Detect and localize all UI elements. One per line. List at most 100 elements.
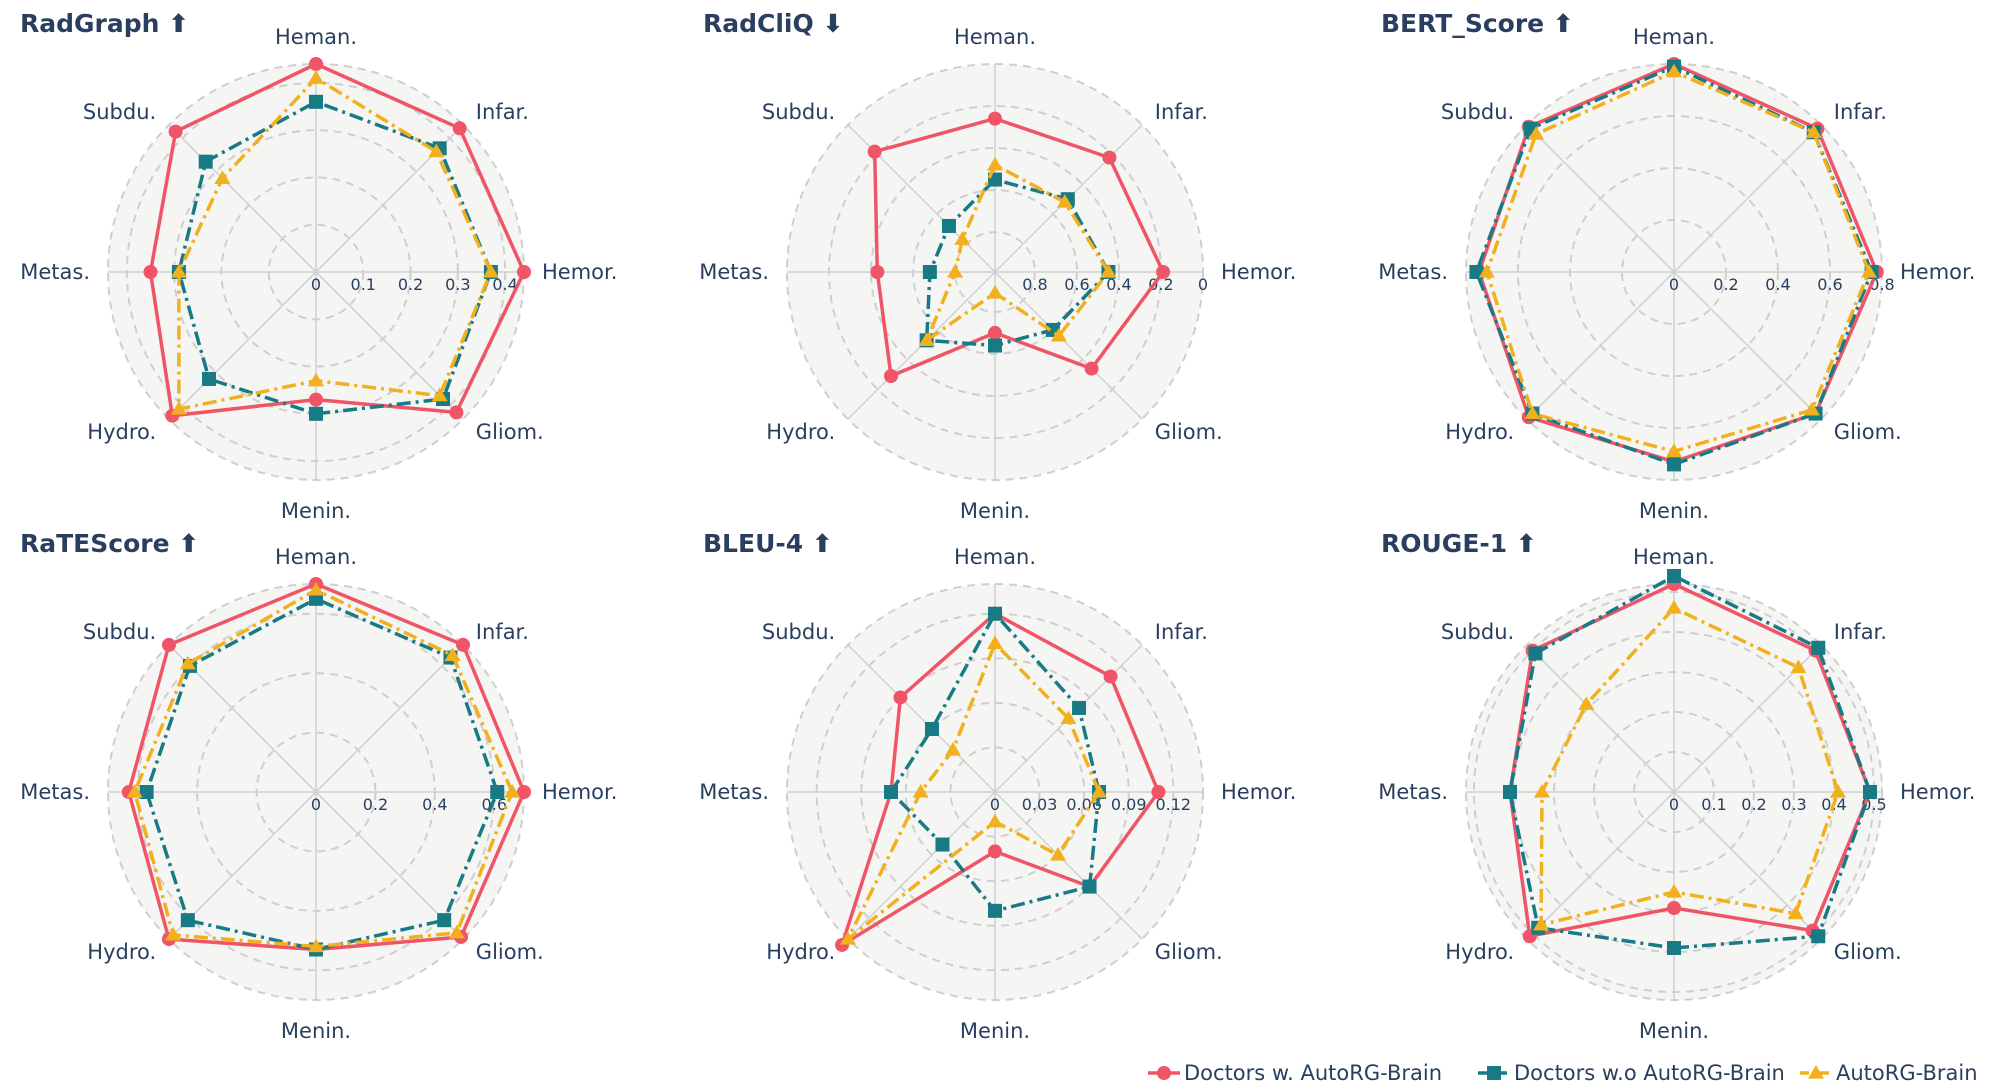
radial-tick-label: 0.09: [1111, 795, 1147, 814]
data-point: [1100, 264, 1117, 278]
data-point: [143, 265, 158, 279]
data-point: [179, 655, 196, 670]
data-point: [309, 57, 323, 71]
data-point: [180, 913, 195, 928]
category-label: Hemor.: [1900, 780, 1975, 804]
category-label: Metas.: [20, 780, 90, 804]
category-label: Menin.: [1639, 1019, 1709, 1043]
data-point: [482, 264, 499, 278]
data-point: [1803, 401, 1820, 416]
data-point: [1050, 847, 1067, 861]
data-point: [988, 606, 1002, 621]
legend-label: Doctors w.o AutoRG-Brain: [1514, 1061, 1785, 1085]
category-label: Metas.: [20, 260, 90, 284]
radial-tick-label: 0.3: [1781, 795, 1806, 814]
axis-spoke: [994, 271, 1143, 420]
category-label: Subdu.: [1441, 100, 1514, 124]
series: [121, 577, 531, 957]
category-label: Hydro.: [1445, 940, 1514, 964]
category-label: Hemor.: [542, 260, 617, 284]
series: [139, 591, 505, 957]
data-point: [1082, 879, 1097, 894]
data-point: [1528, 126, 1545, 140]
category-label: Gliom.: [1155, 420, 1223, 444]
radial-tick-label: 0.03: [1022, 795, 1058, 814]
data-point: [935, 837, 950, 852]
radial-tick-label: 0: [990, 795, 1000, 814]
data-point: [126, 784, 143, 798]
data-point: [1091, 784, 1107, 798]
data-point: [161, 637, 176, 652]
legend: Doctors w. AutoRG-Brain Doctors w.o AutoR…: [1148, 1061, 1978, 1085]
category-label: Subdu.: [762, 100, 835, 124]
category-label: Infar.: [1834, 100, 1887, 124]
radial-tick-label: 0.4: [422, 795, 447, 814]
axis-spoke: [1673, 124, 1822, 273]
series: [126, 581, 521, 953]
category-label: Metas.: [699, 260, 769, 284]
data-point: [168, 124, 183, 139]
category-label: Heman.: [954, 25, 1036, 49]
series: [1503, 569, 1877, 955]
radial-tick-label: 0.12: [1155, 795, 1191, 814]
series-line: [144, 597, 500, 952]
radial-tick-label: 0.4: [1765, 275, 1790, 294]
data-point: [884, 368, 899, 383]
data-point: [139, 785, 154, 799]
radial-tick-label: 0.2: [1148, 275, 1173, 294]
series: [839, 635, 1107, 945]
category-label: Menin.: [960, 1019, 1030, 1043]
data-point: [309, 94, 323, 109]
category-label: Hydro.: [87, 420, 156, 444]
panel-title: BERT_Score ⬆: [1381, 9, 1574, 38]
category-label: Heman.: [1633, 25, 1715, 49]
radial-tick-label: 0.8: [1022, 275, 1047, 294]
axis-spoke: [1526, 124, 1675, 273]
series: [884, 606, 1106, 918]
data-point: [517, 785, 531, 799]
data-point: [987, 285, 1003, 299]
category-label: Subdu.: [762, 620, 835, 644]
data-point: [870, 265, 885, 279]
category-label: Gliom.: [1834, 420, 1902, 444]
data-point: [1528, 646, 1543, 661]
data-point: [428, 143, 445, 158]
data-point: [504, 784, 521, 798]
data-point: [987, 635, 1003, 650]
category-label: Gliom.: [1834, 940, 1902, 964]
legend-label: Doctors w. AutoRG-Brain: [1184, 1061, 1442, 1085]
data-point: [1084, 361, 1099, 376]
category-label: Gliom.: [476, 420, 544, 444]
data-point: [1050, 327, 1067, 342]
data-point: [1156, 265, 1171, 279]
data-point: [308, 372, 324, 387]
data-point: [988, 338, 1002, 353]
data-point: [170, 401, 187, 415]
data-point: [1666, 600, 1682, 614]
axis-spoke: [168, 271, 317, 420]
data-point: [202, 371, 217, 386]
data-point: [308, 938, 324, 953]
data-point: [1524, 405, 1541, 420]
data-point: [918, 332, 935, 346]
data-point: [924, 721, 939, 736]
data-point: [1666, 443, 1682, 457]
radial-tick-label: 0.2: [363, 795, 388, 814]
data-point: [1811, 929, 1826, 944]
radial-tick-label: 0: [311, 795, 321, 814]
data-point: [448, 924, 465, 939]
data-point: [309, 392, 323, 407]
category-label: Infar.: [1834, 620, 1887, 644]
radial-tick-label: 0.6: [1817, 275, 1842, 294]
data-point: [456, 637, 471, 652]
data-point: [517, 265, 531, 279]
data-point: [922, 265, 937, 279]
series: [1533, 600, 1846, 931]
data-point: [1667, 901, 1681, 915]
category-label: Infar.: [476, 100, 529, 124]
category-label: Menin.: [1639, 499, 1709, 523]
series-line: [889, 611, 1101, 913]
radial-tick-label: 0: [1669, 275, 1679, 294]
category-label: Menin.: [281, 499, 351, 523]
data-point: [1103, 669, 1118, 684]
